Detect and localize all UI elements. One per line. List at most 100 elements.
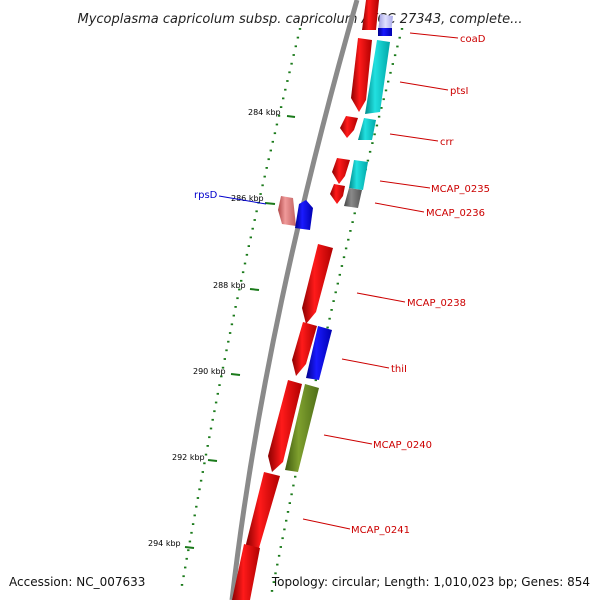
inner-ruler-dot	[281, 537, 284, 540]
outer-ruler-dot	[238, 288, 241, 291]
outer-ruler-dot	[265, 167, 268, 169]
outer-ruler-dot	[208, 436, 211, 439]
outer-ruler-dot	[247, 245, 250, 247]
gene-rpsd-partner[interactable]	[295, 200, 313, 230]
inner-ruler-dot	[349, 230, 352, 232]
inner-ruler-dot	[368, 150, 372, 153]
outer-ruler-dot	[259, 193, 262, 195]
outer-ruler-dot	[209, 427, 213, 430]
callout-lines	[218, 32, 459, 530]
label-crr[interactable]: crr	[440, 137, 454, 148]
inner-ruler-dot	[391, 63, 394, 65]
outer-ruler-dot	[190, 531, 193, 534]
label-ptsI[interactable]: ptsI	[450, 86, 468, 97]
outer-ruler-dot	[269, 149, 272, 152]
inner-ruler-dot	[344, 247, 348, 250]
inner-ruler-dot	[373, 133, 376, 136]
outer-ruler-dot	[290, 62, 293, 65]
inner-ruler-dot	[328, 317, 331, 320]
inner-ruler-dot	[279, 546, 282, 548]
inner-ruler-dot	[400, 28, 404, 30]
outer-ruler-dot	[203, 462, 206, 465]
outer-ruler-dot	[267, 158, 270, 161]
inner-ruler-dot	[384, 89, 388, 92]
inner-ruler-dot	[340, 265, 344, 267]
gene-mcap-0240[interactable]	[285, 384, 319, 472]
gene-mcap0241-forward[interactable]	[246, 472, 280, 560]
outer-ruler-dot	[211, 418, 214, 421]
gene-top-forward[interactable]	[362, 0, 379, 30]
outer-ruler-dot	[214, 401, 218, 404]
inner-ruler-dot	[314, 379, 317, 382]
label-mcap-0236[interactable]: MCAP_0236	[426, 208, 485, 219]
gene-mcap0240-forward[interactable]	[268, 380, 302, 472]
outer-ruler-dot	[191, 523, 195, 525]
gene-next-forward[interactable]	[232, 544, 260, 600]
inner-ruler-dot	[285, 519, 288, 522]
inner-ruler-dot	[398, 36, 401, 39]
gene-crr[interactable]	[358, 118, 376, 140]
gene-thil[interactable]	[306, 326, 332, 380]
inner-ruler-dot	[276, 563, 279, 566]
gene-mcap0238-forward[interactable]	[302, 244, 333, 324]
gene-thil-reverse-red[interactable]	[292, 322, 317, 376]
outer-ruler-dot	[230, 323, 234, 326]
outer-ruler-dot	[275, 123, 279, 126]
gene-crr-forward[interactable]	[340, 116, 358, 138]
inner-ruler-dot	[294, 475, 297, 478]
outer-ruler-dot	[236, 297, 239, 300]
outer-ruler-dot	[277, 114, 281, 117]
gene-mcap0236-forward[interactable]	[330, 184, 345, 204]
genome-backbone	[229, 0, 360, 600]
gene-ptsI[interactable]	[365, 40, 390, 114]
ruler-label-286: 286 kbp	[231, 194, 264, 203]
outer-ruler-dot	[227, 340, 230, 343]
inner-ruler-dot	[396, 45, 399, 48]
outer-ruler-dot	[271, 140, 274, 143]
outer-ruler-dot	[279, 106, 283, 108]
gene-coaD-blue[interactable]	[378, 28, 392, 36]
gene-mcap0235-forward[interactable]	[332, 158, 350, 184]
label-rpsd[interactable]: rpsD	[194, 190, 218, 201]
inner-ruler-dot	[342, 256, 346, 259]
inner-ruler-dot	[277, 554, 281, 557]
inner-ruler-dot	[270, 590, 274, 592]
inner-ruler-dot	[326, 326, 329, 329]
outer-ruler-dot	[228, 332, 232, 334]
inner-ruler-dot	[389, 71, 392, 74]
inner-ruler-dot	[366, 159, 370, 162]
outer-ruler-dot	[282, 97, 285, 100]
gene-rpsd[interactable]	[278, 196, 296, 226]
ruler-label-294: 294 kbp	[148, 539, 181, 548]
outer-ruler-dot	[263, 175, 266, 178]
inner-ruler-dot	[377, 115, 381, 118]
inner-ruler-dot	[290, 493, 293, 496]
outer-ruler-dot	[182, 575, 185, 578]
ruler-label-284: 284 kbp	[248, 108, 281, 117]
inner-ruler-dot	[380, 107, 383, 109]
label-thil[interactable]: thiI	[391, 364, 407, 375]
outer-ruler-dot	[188, 540, 192, 543]
inner-ruler-track	[270, 28, 404, 592]
label-mcap-0238[interactable]: MCAP_0238	[407, 298, 466, 309]
gene-ptsI-forward[interactable]	[351, 38, 372, 112]
gene-features	[232, 0, 393, 600]
gene-mcap-0236[interactable]	[344, 188, 362, 208]
label-mcap-0241[interactable]: MCAP_0241	[351, 525, 410, 536]
label-mcap-0235[interactable]: MCAP_0235	[431, 184, 490, 195]
inner-ruler-dot	[375, 124, 379, 127]
outer-ruler-dot	[187, 549, 190, 552]
label-coaD[interactable]: coaD	[460, 34, 486, 45]
inner-ruler-dot	[338, 273, 341, 276]
outer-ruler-dot	[241, 271, 245, 274]
outer-ruler-dot	[196, 497, 200, 499]
outer-ruler-dot	[204, 453, 208, 456]
outer-ruler-dot	[223, 358, 226, 360]
gene-mcap-0235[interactable]	[349, 160, 368, 190]
outer-ruler-dot	[234, 306, 237, 308]
inner-ruler-dot	[288, 502, 291, 504]
label-mcap-0240[interactable]: MCAP_0240	[373, 440, 432, 451]
inner-ruler-dot	[272, 581, 275, 583]
inner-ruler-dot	[330, 309, 333, 311]
